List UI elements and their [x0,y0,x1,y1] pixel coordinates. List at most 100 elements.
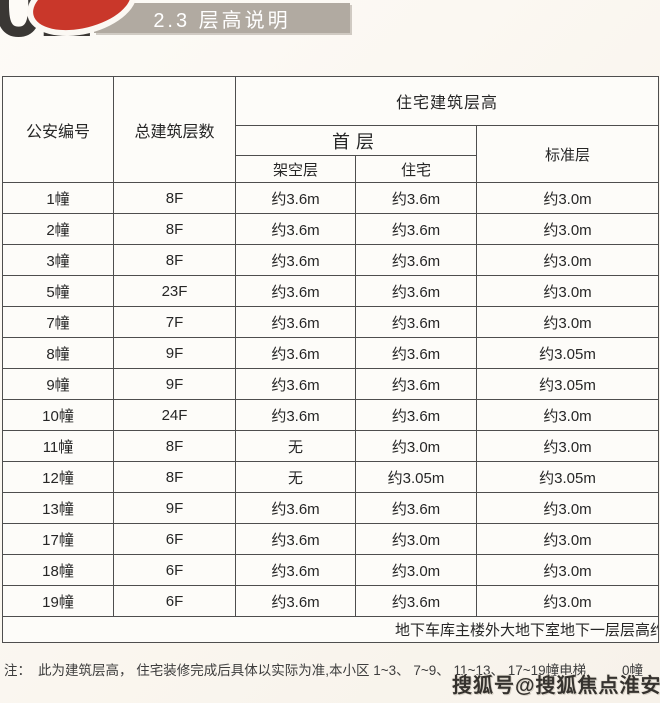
col-header-total-floors: 总建筑层数 [113,76,236,183]
footnote-body: 此为建筑层高， 住宅装修完成后具体以实际为准,本小区 1~3、 7~9、 11~… [38,663,587,678]
cell-building-id: 5幢 [2,275,114,307]
table-row: 13幢 9F 约3.6m 约3.6m 约3.0m [2,492,660,524]
cell-total-floors: 8F [113,244,236,276]
cell-standard-height: 约3.0m [475,585,660,617]
cell-home-height: 约3.0m [355,523,477,555]
cell-home-height: 约3.6m [355,275,477,307]
cell-standard-height: 约3.0m [475,554,660,586]
cell-home-height: 约3.6m [355,306,477,338]
cell-stilt-height: 约3.6m [235,585,356,617]
floor-height-table: 公安编号 总建筑层数 住宅建筑层高 首层 标准层 架空层 住宅 1幢 8F 约3… [1,76,660,643]
cell-standard-height: 约3.0m [475,213,660,245]
cell-building-id: 7幢 [2,306,114,338]
cell-stilt-height: 无 [235,461,356,493]
cell-standard-height: 约3.0m [475,306,660,338]
cell-building-id: 3幢 [2,244,114,276]
col-header-standard-floor: 标准层 [475,125,660,183]
cell-stilt-height: 约3.6m [235,368,356,400]
cell-stilt-height: 约3.6m [235,306,356,338]
cell-standard-height: 约3.0m [475,399,660,431]
cell-home-height: 约3.6m [355,585,477,617]
table-row: 8幢 9F 约3.6m 约3.6m 约3.05m [2,337,660,369]
footnote-prefix: 注： [4,663,31,678]
cell-stilt-height: 无 [235,430,356,462]
cell-building-id: 1幢 [2,182,114,214]
cell-home-height: 约3.6m [355,244,477,276]
cell-total-floors: 8F [113,461,236,493]
cell-standard-height: 约3.0m [475,430,660,462]
table-footer-row: 地下车库主楼外大地下室地下一层层高约 [1,616,660,643]
cell-standard-height: 约3.0m [475,275,660,307]
table-row: 19幢 6F 约3.6m 约3.6m 约3.0m [2,585,660,617]
cell-home-height: 约3.0m [355,430,477,462]
cell-stilt-height: 约3.6m [235,182,356,214]
cell-standard-height: 约3.05m [475,337,660,369]
cell-standard-height: 约3.0m [475,244,660,276]
cell-building-id: 11幢 [2,430,114,462]
footnote: 注： 此为建筑层高， 住宅装修完成后具体以实际为准,本小区 1~3、 7~9、 1… [4,659,660,679]
col-group-first-floor: 首层 [235,125,477,156]
cell-stilt-height: 约3.6m [235,554,356,586]
col-header-stilt-floor: 架空层 [235,155,356,183]
table-row: 10幢 24F 约3.6m 约3.6m 约3.0m [2,399,660,431]
table-header-row-1: 公安编号 总建筑层数 住宅建筑层高 [2,76,660,183]
cell-home-height: 约3.05m [355,461,477,493]
cell-total-floors: 8F [113,430,236,462]
cell-total-floors: 7F [113,306,236,338]
cell-building-id: 18幢 [2,554,114,586]
cell-stilt-height: 约3.6m [235,213,356,245]
cell-standard-height: 约3.05m [475,461,660,493]
cell-total-floors: 9F [113,368,236,400]
cell-total-floors: 6F [113,523,236,555]
cell-total-floors: 24F [113,399,236,431]
col-header-building-id: 公安编号 [2,76,114,183]
cell-total-floors: 8F [113,182,236,214]
cell-building-id: 12幢 [2,461,114,493]
cell-stilt-height: 约3.6m [235,492,356,524]
table-row: 17幢 6F 约3.6m 约3.0m 约3.0m [2,523,660,555]
cell-building-id: 17幢 [2,523,114,555]
table-row: 1幢 8F 约3.6m 约3.6m 约3.0m [2,182,660,214]
table-row: 11幢 8F 无 约3.0m 约3.0m [2,430,660,462]
col-group-residential-height: 住宅建筑层高 [234,76,660,126]
cell-total-floors: 6F [113,585,236,617]
cell-home-height: 约3.6m [355,182,477,214]
col-header-residence: 住宅 [355,155,477,183]
section-title: 2.3 层高说明 [153,9,291,32]
cell-total-floors: 6F [113,554,236,586]
cell-home-height: 约3.6m [355,492,477,524]
table-row: 3幢 8F 约3.6m 约3.6m 约3.0m [2,244,660,276]
cell-stilt-height: 约3.6m [235,244,356,276]
cell-total-floors: 9F [113,492,236,524]
cell-home-height: 约3.6m [355,399,477,431]
cell-home-height: 约3.6m [355,213,477,245]
footnote-tail: 0幢 [622,663,644,678]
cell-standard-height: 约3.0m [475,523,660,555]
table-row: 18幢 6F 约3.6m 约3.0m 约3.0m [2,554,660,586]
cell-building-id: 19幢 [2,585,114,617]
cell-building-id: 13幢 [2,492,114,524]
cell-home-height: 约3.6m [355,337,477,369]
table-row: 2幢 8F 约3.6m 约3.6m 约3.0m [2,213,660,245]
cell-stilt-height: 约3.6m [235,337,356,369]
cell-home-height: 约3.6m [355,368,477,400]
cell-standard-height: 约3.05m [475,368,660,400]
cell-building-id: 2幢 [2,213,114,245]
table-row: 7幢 7F 约3.6m 约3.6m 约3.0m [2,306,660,338]
basement-note: 地下车库主楼外大地下室地下一层层高约 [1,616,660,643]
cell-stilt-height: 约3.6m [235,523,356,555]
sohu-watermark: 搜狐号@搜狐焦点淮安站 [452,675,660,697]
cell-standard-height: 约3.0m [475,492,660,524]
cell-standard-height: 约3.0m [475,182,660,214]
cell-total-floors: 9F [113,337,236,369]
table-header-row-2: 首层 标准层 [3,125,660,183]
table-row: 9幢 9F 约3.6m 约3.6m 约3.05m [2,368,660,400]
cell-building-id: 9幢 [2,368,114,400]
cell-total-floors: 8F [113,213,236,245]
cell-stilt-height: 约3.6m [235,399,356,431]
cell-home-height: 约3.0m [355,554,477,586]
table-row: 12幢 8F 无 约3.05m 约3.05m [2,461,660,493]
table-row: 5幢 23F 约3.6m 约3.6m 约3.0m [2,275,660,307]
cell-stilt-height: 约3.6m [235,275,356,307]
cell-total-floors: 23F [113,275,236,307]
